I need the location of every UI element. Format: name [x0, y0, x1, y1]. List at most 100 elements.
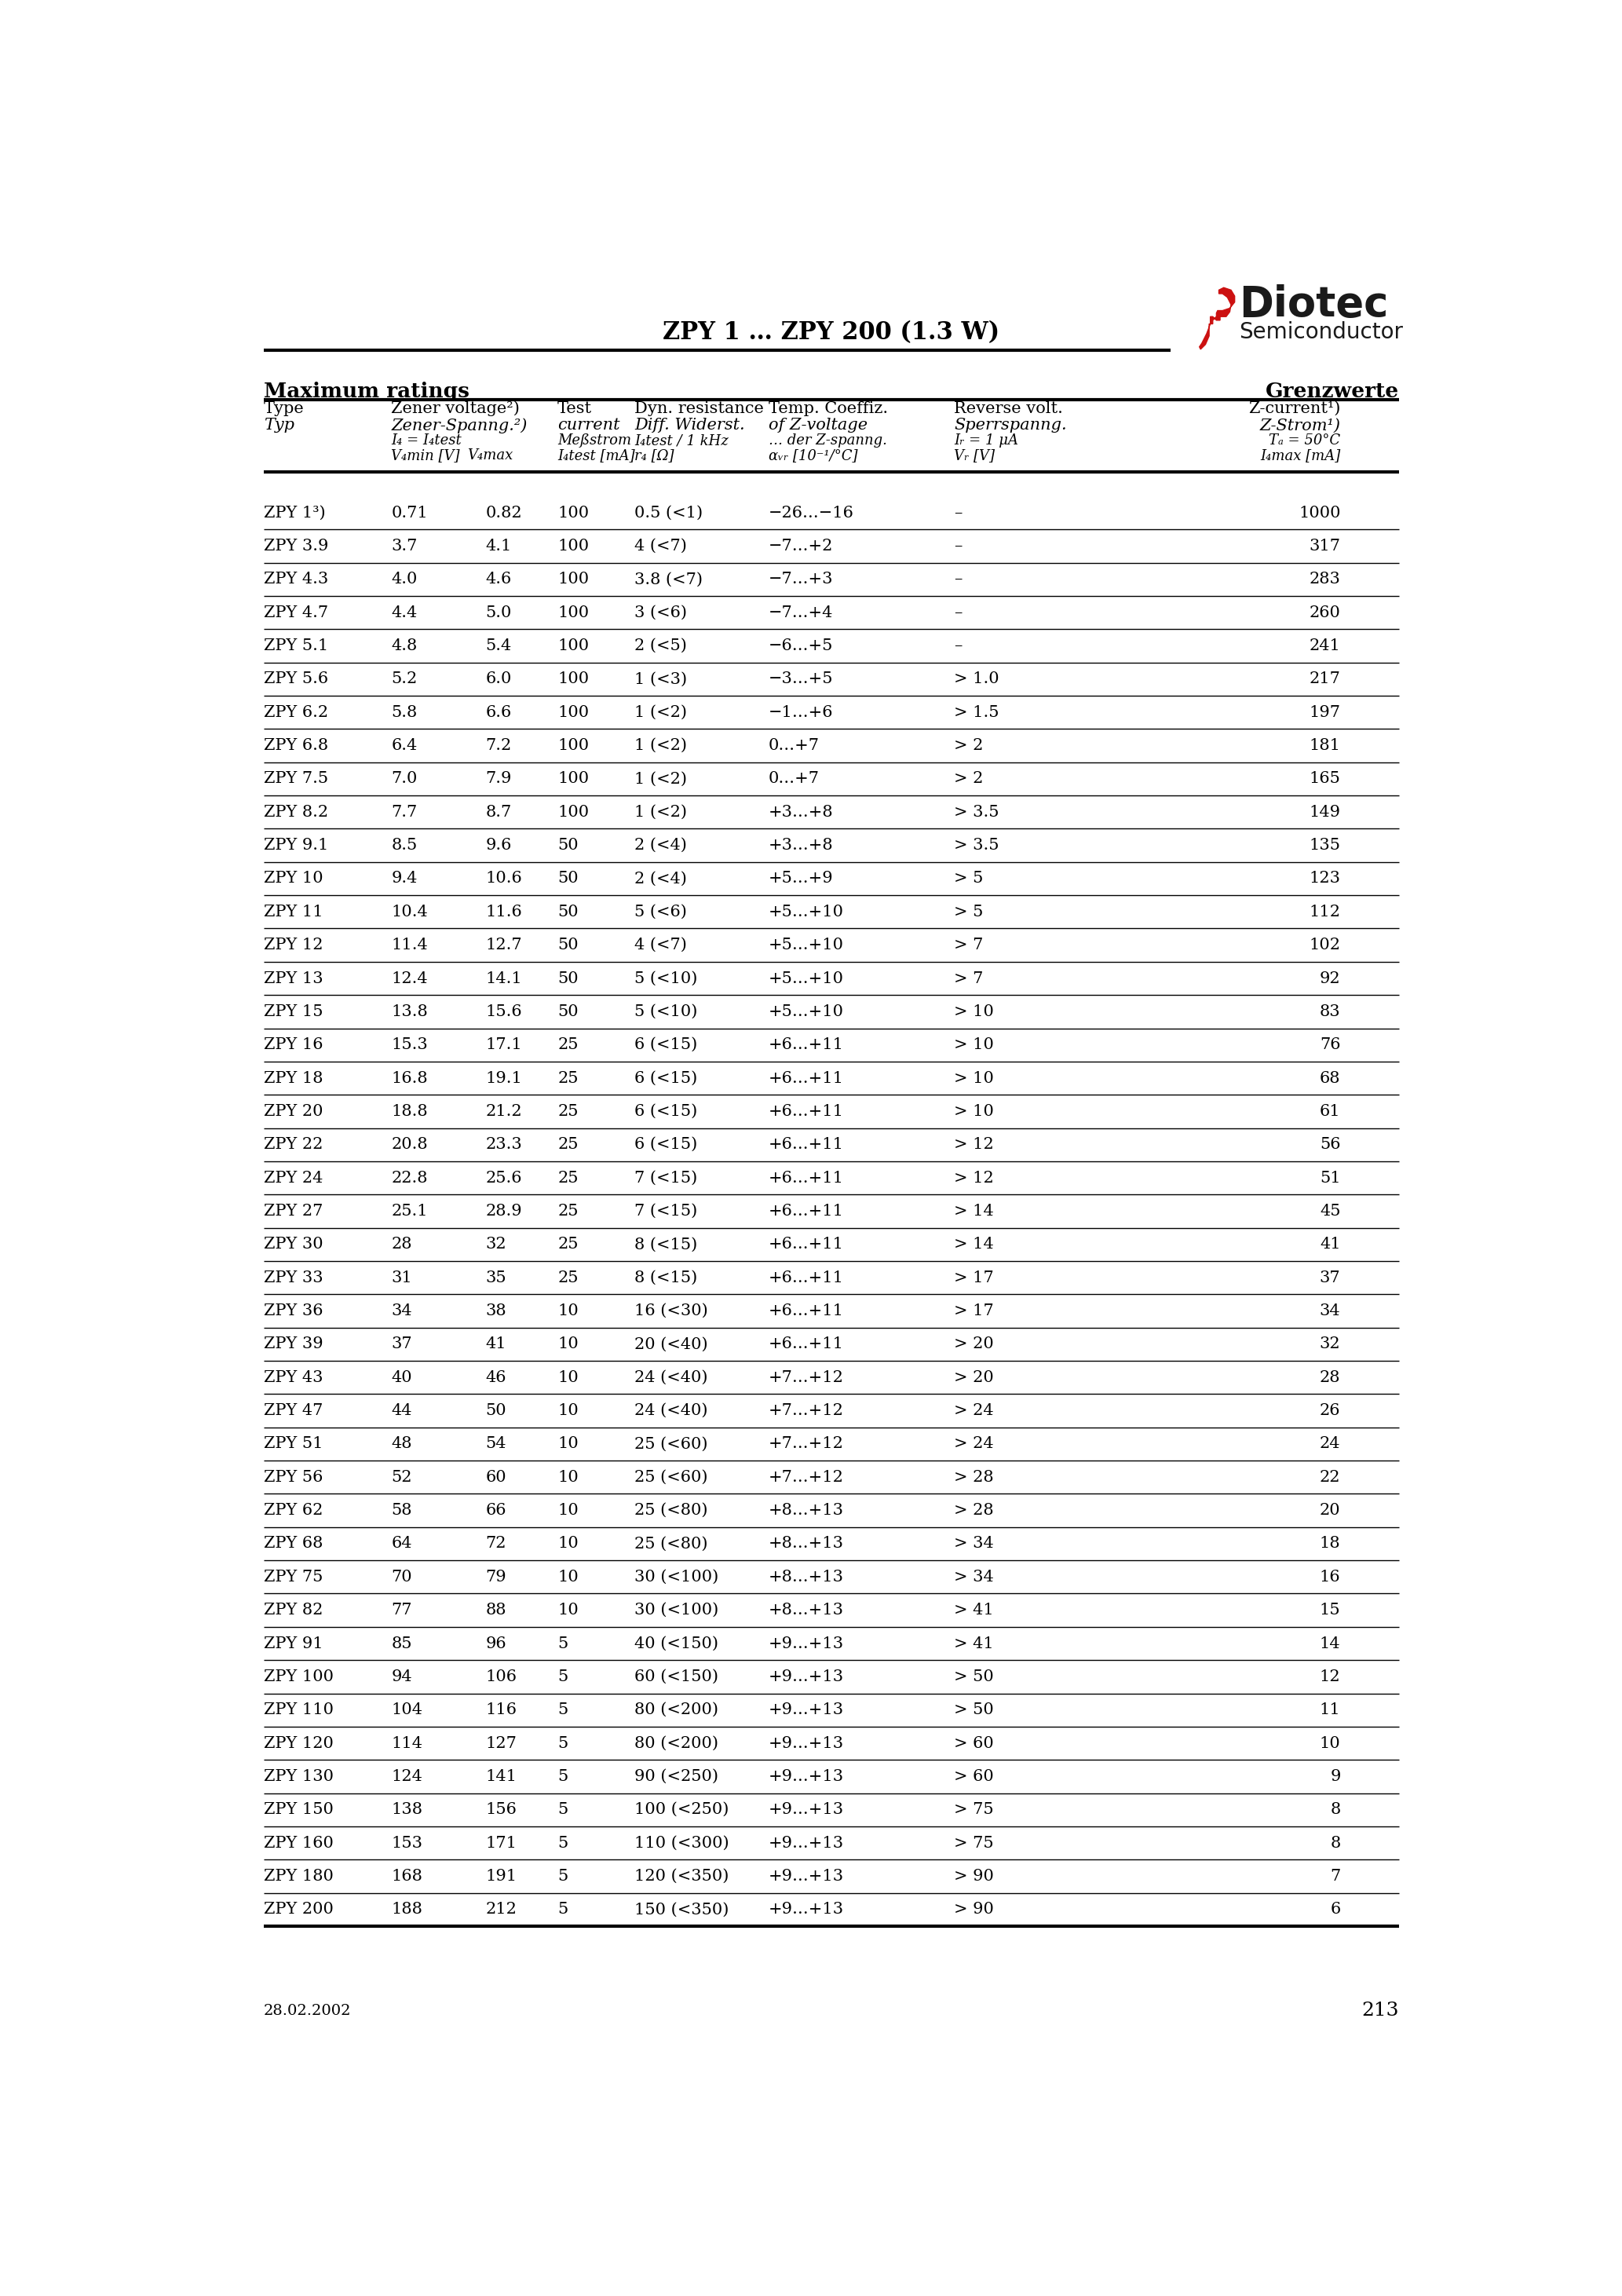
Text: 141: 141	[485, 1768, 517, 1784]
Text: −6…+5: −6…+5	[769, 638, 834, 654]
Text: > 17: > 17	[954, 1270, 994, 1286]
Text: ZPY 43: ZPY 43	[264, 1371, 323, 1384]
Text: Temp. Coeffiz.: Temp. Coeffiz.	[769, 402, 887, 416]
Text: I₄ = I₄test: I₄ = I₄test	[391, 434, 462, 448]
Text: 100: 100	[558, 505, 589, 521]
Text: 50: 50	[558, 870, 579, 886]
Text: +6…+11: +6…+11	[769, 1171, 843, 1185]
Text: 37: 37	[1320, 1270, 1340, 1286]
Text: 25.1: 25.1	[391, 1203, 428, 1219]
Text: 5.0: 5.0	[485, 606, 513, 620]
Text: 21.2: 21.2	[485, 1104, 522, 1118]
Text: > 1.0: > 1.0	[954, 673, 999, 687]
Text: +6…+11: +6…+11	[769, 1203, 843, 1219]
Text: 1 (<2): 1 (<2)	[634, 705, 688, 721]
Text: ZPY 39: ZPY 39	[264, 1336, 323, 1352]
Text: 5.2: 5.2	[391, 673, 417, 687]
Text: ZPY 36: ZPY 36	[264, 1304, 323, 1318]
Text: Zener-Spanng.²): Zener-Spanng.²)	[391, 418, 527, 434]
Text: 168: 168	[391, 1869, 423, 1883]
Text: > 3.5: > 3.5	[954, 804, 999, 820]
Text: 1 (<2): 1 (<2)	[634, 771, 688, 785]
Text: V₄min [V]: V₄min [V]	[391, 448, 461, 464]
Text: ZPY 200: ZPY 200	[264, 1901, 334, 1917]
Text: 14: 14	[1320, 1637, 1340, 1651]
Text: ZPY 110: ZPY 110	[264, 1704, 334, 1717]
Text: 1000: 1000	[1299, 505, 1340, 521]
Text: > 41: > 41	[954, 1637, 994, 1651]
Text: +9…+13: +9…+13	[769, 1901, 843, 1917]
Text: 100: 100	[558, 737, 589, 753]
Text: ZPY 4.7: ZPY 4.7	[264, 606, 328, 620]
Text: 217: 217	[1309, 673, 1340, 687]
Text: > 50: > 50	[954, 1704, 994, 1717]
Text: 50: 50	[558, 1003, 579, 1019]
Text: –: –	[954, 505, 962, 521]
Text: current: current	[558, 418, 620, 434]
Text: Sperrspanng.: Sperrspanng.	[954, 418, 1067, 434]
Text: +9…+13: +9…+13	[769, 1768, 843, 1784]
Text: 45: 45	[1320, 1203, 1340, 1219]
Text: 104: 104	[391, 1704, 423, 1717]
Text: 127: 127	[485, 1736, 517, 1752]
Text: 15.3: 15.3	[391, 1038, 428, 1052]
Text: 3.8 (<7): 3.8 (<7)	[634, 572, 702, 588]
Text: 8: 8	[1330, 1802, 1340, 1816]
Text: 100 (<250): 100 (<250)	[634, 1802, 730, 1816]
Text: 15.6: 15.6	[485, 1003, 522, 1019]
Text: 18.8: 18.8	[391, 1104, 428, 1118]
Text: 6 (<15): 6 (<15)	[634, 1070, 697, 1086]
Text: I₄test / 1 kHz: I₄test / 1 kHz	[634, 434, 728, 448]
Text: > 28: > 28	[954, 1469, 994, 1486]
Text: > 7: > 7	[954, 971, 983, 985]
Text: ZPY 12: ZPY 12	[264, 937, 323, 953]
Text: 114: 114	[391, 1736, 423, 1752]
Text: 31: 31	[391, 1270, 412, 1286]
Text: ZPY 18: ZPY 18	[264, 1070, 323, 1086]
Text: +9…+13: +9…+13	[769, 1802, 843, 1816]
Text: 50: 50	[558, 905, 579, 918]
Text: 41: 41	[1320, 1238, 1340, 1251]
Text: 96: 96	[485, 1637, 506, 1651]
Text: Zener voltage²): Zener voltage²)	[391, 402, 521, 416]
Text: ZPY 150: ZPY 150	[264, 1802, 334, 1816]
Text: 50: 50	[558, 838, 579, 852]
Text: 191: 191	[485, 1869, 517, 1883]
Text: 79: 79	[485, 1570, 506, 1584]
Text: 25: 25	[558, 1171, 579, 1185]
Text: 188: 188	[391, 1901, 423, 1917]
Text: −7…+3: −7…+3	[769, 572, 834, 588]
Text: > 34: > 34	[954, 1570, 994, 1584]
Text: 3 (<6): 3 (<6)	[634, 606, 688, 620]
Text: 25 (<60): 25 (<60)	[634, 1469, 709, 1486]
Text: 138: 138	[391, 1802, 423, 1816]
Text: 10: 10	[558, 1536, 579, 1552]
Text: 70: 70	[391, 1570, 412, 1584]
Text: > 10: > 10	[954, 1003, 994, 1019]
Text: 25: 25	[558, 1070, 579, 1086]
Text: 8.7: 8.7	[485, 804, 513, 820]
Text: > 28: > 28	[954, 1504, 994, 1518]
Text: −7…+4: −7…+4	[769, 606, 834, 620]
Text: +6…+11: +6…+11	[769, 1104, 843, 1118]
Text: 40: 40	[391, 1371, 412, 1384]
Text: 100: 100	[558, 540, 589, 553]
Text: 110 (<300): 110 (<300)	[634, 1835, 730, 1851]
Text: ZPY 47: ZPY 47	[264, 1403, 323, 1419]
Text: 4 (<7): 4 (<7)	[634, 540, 688, 553]
Text: 8 (<15): 8 (<15)	[634, 1270, 697, 1286]
Text: > 12: > 12	[954, 1137, 994, 1153]
Text: αᵥᵣ [10⁻¹/°C]: αᵥᵣ [10⁻¹/°C]	[769, 448, 858, 464]
Text: –: –	[954, 540, 962, 553]
Text: +9…+13: +9…+13	[769, 1704, 843, 1717]
Text: 6 (<15): 6 (<15)	[634, 1104, 697, 1118]
Text: 2 (<5): 2 (<5)	[634, 638, 688, 654]
Text: 28: 28	[1320, 1371, 1340, 1384]
Text: ZPY 160: ZPY 160	[264, 1835, 334, 1851]
Text: 5: 5	[558, 1704, 568, 1717]
Text: 11.4: 11.4	[391, 937, 428, 953]
Text: +6…+11: +6…+11	[769, 1038, 843, 1052]
Text: 6.4: 6.4	[391, 737, 417, 753]
Text: > 1.5: > 1.5	[954, 705, 999, 721]
Text: ZPY 1³): ZPY 1³)	[264, 505, 326, 521]
